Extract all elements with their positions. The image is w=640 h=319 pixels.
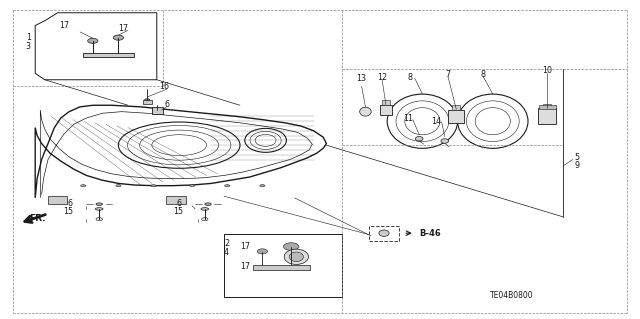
Ellipse shape [379, 230, 389, 236]
Text: 3: 3 [26, 42, 31, 51]
Text: 15: 15 [173, 207, 183, 216]
Ellipse shape [225, 185, 230, 187]
Ellipse shape [441, 139, 449, 143]
Ellipse shape [284, 249, 308, 264]
Ellipse shape [116, 185, 121, 187]
Text: 16: 16 [159, 82, 169, 91]
Text: 8: 8 [481, 70, 486, 78]
Text: 17: 17 [241, 262, 251, 271]
Bar [382, 100, 390, 105]
Ellipse shape [96, 218, 102, 221]
Ellipse shape [189, 185, 195, 187]
Ellipse shape [415, 137, 423, 141]
Bar [166, 196, 186, 204]
Bar [48, 196, 67, 204]
Text: 4: 4 [224, 248, 229, 256]
Text: 10: 10 [542, 66, 552, 75]
Bar [448, 110, 465, 123]
Circle shape [88, 38, 98, 43]
Text: 11: 11 [403, 114, 413, 123]
Ellipse shape [145, 99, 150, 100]
Ellipse shape [96, 203, 102, 205]
Text: 6: 6 [164, 100, 170, 109]
Bar [152, 109, 161, 113]
Bar [543, 104, 551, 108]
Bar [83, 53, 134, 57]
Text: 13: 13 [356, 74, 366, 83]
Text: 6: 6 [67, 199, 72, 208]
Ellipse shape [151, 185, 156, 187]
Text: 7: 7 [445, 70, 451, 78]
Ellipse shape [360, 107, 371, 116]
Ellipse shape [201, 208, 209, 210]
Circle shape [257, 249, 268, 254]
Text: 6: 6 [176, 199, 181, 208]
Text: B-46: B-46 [419, 229, 441, 238]
Text: 17: 17 [241, 242, 251, 251]
Ellipse shape [95, 208, 103, 210]
Ellipse shape [289, 252, 303, 262]
Bar [452, 105, 460, 110]
Bar [380, 105, 392, 115]
Text: 17: 17 [118, 24, 129, 33]
Text: 5: 5 [574, 153, 579, 162]
Bar [152, 107, 163, 114]
Bar [538, 108, 556, 124]
Ellipse shape [260, 185, 265, 187]
Ellipse shape [81, 185, 86, 187]
Text: 12: 12 [377, 73, 387, 82]
Ellipse shape [202, 218, 208, 221]
Text: 9: 9 [574, 161, 579, 170]
Text: 1: 1 [26, 33, 31, 42]
Text: 2: 2 [224, 239, 229, 248]
Text: 15: 15 [63, 207, 74, 216]
Circle shape [113, 35, 124, 40]
Text: 8: 8 [407, 73, 412, 82]
Circle shape [284, 243, 299, 250]
Text: TE04B0800: TE04B0800 [490, 291, 534, 300]
Ellipse shape [205, 203, 211, 205]
Text: FR.: FR. [29, 214, 45, 223]
Bar [253, 265, 310, 270]
Text: 17: 17 [59, 21, 69, 30]
Text: 14: 14 [431, 117, 442, 126]
Bar [539, 105, 556, 109]
Bar [143, 100, 152, 104]
